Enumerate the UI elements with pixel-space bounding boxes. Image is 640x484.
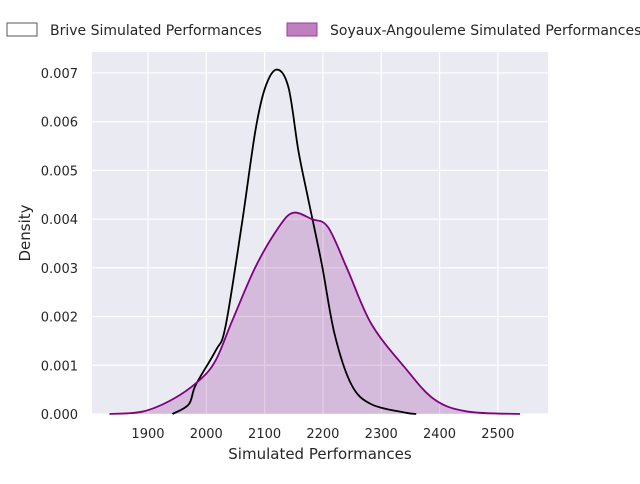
y-tick-label: 0.001 xyxy=(41,359,78,374)
legend-item-brive: Brive Simulated Performances xyxy=(6,22,262,39)
legend-label-brive: Brive Simulated Performances xyxy=(50,23,262,39)
legend-swatch-brive xyxy=(6,22,38,37)
series-fill-1 xyxy=(109,212,521,414)
y-tick-label: 0.003 xyxy=(41,262,78,277)
y-tick-labels: 0.000 0.001 0.002 0.003 0.004 0.005 0.006 0.007 xyxy=(41,67,78,423)
x-tick-label: 2100 xyxy=(248,427,281,442)
series-line-0 xyxy=(172,68,417,415)
series-line-1 xyxy=(109,211,521,415)
x-tick-label: 1900 xyxy=(131,427,164,442)
y-tick-label: 0.007 xyxy=(41,67,78,82)
grid xyxy=(92,52,548,415)
legend-item-soyaux: Soyaux-Angouleme Simulated Performances xyxy=(286,22,640,39)
y-tick-label: 0.006 xyxy=(41,116,78,131)
legend: Brive Simulated Performances Soyaux-Ango… xyxy=(6,22,640,39)
y-tick-label: 0.004 xyxy=(41,213,78,228)
y-tick-label: 0.005 xyxy=(41,164,78,179)
x-tick-label: 2500 xyxy=(481,427,514,442)
x-tick-labels: 1900 2000 2100 2200 2300 2400 2500 xyxy=(131,427,514,442)
series-layer xyxy=(109,68,521,415)
plot-background xyxy=(92,52,548,414)
x-tick-label: 2200 xyxy=(306,427,339,442)
y-tick-label: 0.000 xyxy=(41,408,78,423)
x-tick-label: 2000 xyxy=(190,427,223,442)
x-axis-label: Simulated Performances xyxy=(228,445,412,463)
legend-swatch-soyaux xyxy=(286,22,318,37)
y-tick-label: 0.002 xyxy=(41,311,78,326)
x-tick-label: 2400 xyxy=(423,427,456,442)
x-tick-label: 2300 xyxy=(365,427,398,442)
y-axis-label: Density xyxy=(16,204,34,261)
legend-label-soyaux: Soyaux-Angouleme Simulated Performances xyxy=(330,23,640,39)
